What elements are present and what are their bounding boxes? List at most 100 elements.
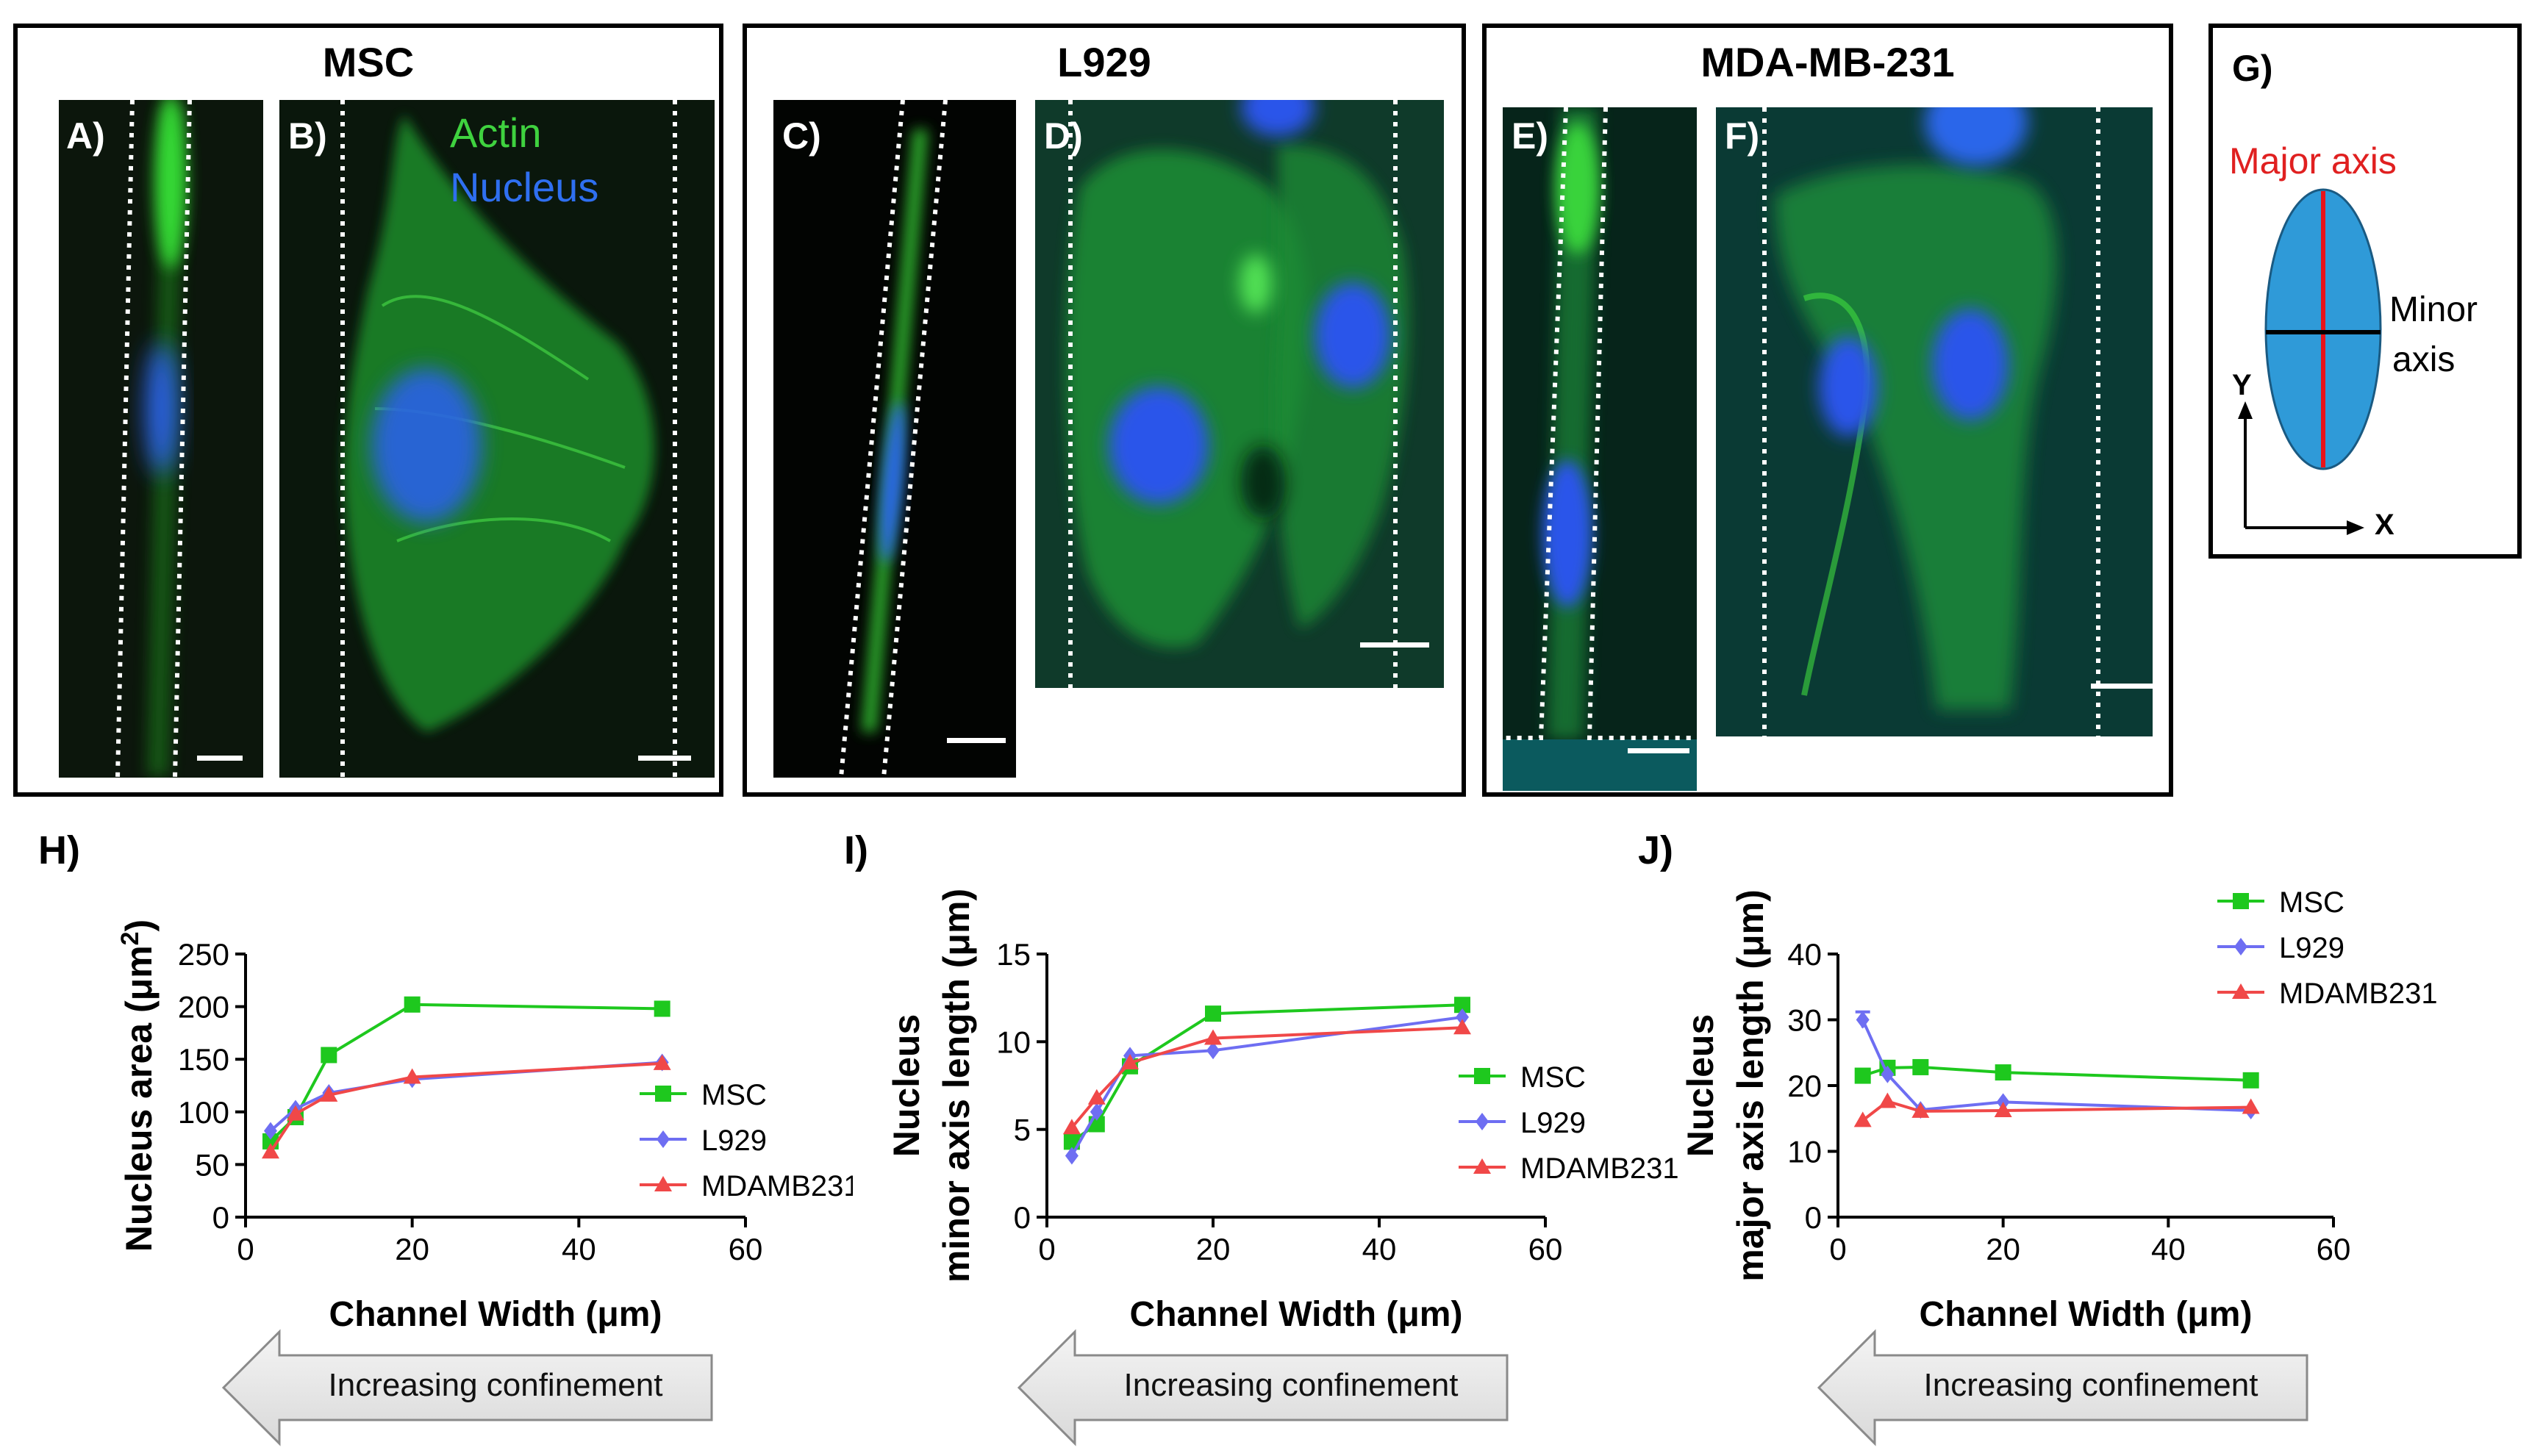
legend-item-l929: L929 bbox=[2217, 932, 2345, 964]
y-tick-label: 30 bbox=[1787, 1003, 1822, 1038]
data-point-mdamb231 bbox=[1911, 1102, 1930, 1118]
y-tick-label: 0 bbox=[1014, 1200, 1031, 1235]
panel-f-scale-bar bbox=[2091, 684, 2153, 689]
legend-swatch-marker bbox=[2232, 983, 2250, 999]
chart-major-axis: 0 20 40 60 0 10 20 30 40 Channel Width (μm) Nucleu… bbox=[1680, 886, 2438, 1334]
data-point-mdamb231 bbox=[320, 1086, 338, 1102]
l929-title: L929 bbox=[1057, 39, 1151, 85]
panel-j-label: J) bbox=[1638, 828, 1674, 872]
legend-swatch-marker bbox=[2233, 893, 2249, 909]
y-tick-label: 10 bbox=[996, 1025, 1031, 1059]
data-point-l929 bbox=[1881, 1065, 1895, 1083]
data-point-l929 bbox=[1206, 1041, 1220, 1060]
y-tick-label: 15 bbox=[996, 937, 1031, 972]
legend-item-mdamb231: MDAMB231 bbox=[2217, 978, 2438, 1010]
legend-swatch-marker bbox=[2234, 938, 2247, 955]
x-tick-label: 40 bbox=[2151, 1232, 2186, 1266]
minor-axis-label-1: Minor bbox=[2389, 290, 2478, 329]
confinement-arrow-i-shape bbox=[1017, 1329, 1509, 1446]
panel-a-label: A) bbox=[66, 115, 105, 157]
panel-f-cells bbox=[1762, 107, 2100, 736]
panel-i-label: I) bbox=[844, 828, 868, 872]
confinement-arrow-h: Increasing confinement bbox=[221, 1329, 715, 1446]
legend-swatch-marker bbox=[1474, 1068, 1490, 1084]
x-tick-label: 20 bbox=[1196, 1232, 1231, 1266]
panel-a-micrograph: A) bbox=[59, 100, 263, 778]
data-point-mdamb231 bbox=[653, 1054, 671, 1070]
series-msc bbox=[1854, 1058, 2259, 1089]
legend-label: L929 bbox=[1520, 1107, 1586, 1139]
confinement-arrow-i: Increasing confinement bbox=[1016, 1329, 1510, 1446]
legend-label: MDAMB231 bbox=[701, 1170, 853, 1202]
panel-f-label: F) bbox=[1725, 115, 1760, 157]
g-box: G) Major axis Minor axis Y X bbox=[2208, 24, 2522, 559]
data-point-msc bbox=[1854, 1067, 1871, 1084]
y-tick-label: 20 bbox=[1787, 1069, 1822, 1103]
legend-label: L929 bbox=[701, 1125, 767, 1157]
mda-box: MDA-MB-231 E) bbox=[1482, 24, 2173, 797]
y-tick-label: 50 bbox=[195, 1147, 229, 1182]
series-line-l929 bbox=[1070, 1015, 1463, 1157]
data-point-l929 bbox=[1090, 1102, 1104, 1121]
panel-f-micrograph: F) bbox=[1716, 107, 2153, 736]
x-axis-title: Channel Width (μm) bbox=[1130, 1295, 1463, 1334]
panel-g-label: G) bbox=[2232, 48, 2273, 89]
panel-d-cells bbox=[1065, 100, 1409, 688]
data-point-msc bbox=[321, 1047, 337, 1064]
legend-item-l929: L929 bbox=[1459, 1107, 1586, 1139]
y-tick-label: 10 bbox=[1787, 1135, 1822, 1169]
series-mdamb231 bbox=[1062, 1019, 1471, 1135]
data-point-mdamb231 bbox=[1087, 1089, 1106, 1105]
data-point-msc bbox=[1454, 997, 1470, 1014]
nucleus-axis-diagram bbox=[2238, 188, 2382, 535]
x-tick-label: 0 bbox=[1829, 1232, 1846, 1266]
panel-e-cell bbox=[1503, 107, 1697, 791]
legend-swatch-marker bbox=[654, 1176, 672, 1191]
y-tick-label: 150 bbox=[178, 1042, 229, 1077]
legend-actin: Actin bbox=[450, 110, 542, 156]
legend-item-msc: MSC bbox=[1459, 1061, 1586, 1094]
x-tick-label: 0 bbox=[237, 1232, 254, 1266]
legend-swatch-marker bbox=[1473, 1158, 1491, 1174]
x-axis-letter: X bbox=[2375, 509, 2394, 541]
y-tick-label: 0 bbox=[212, 1200, 229, 1235]
legend-item-mdamb231: MDAMB231 bbox=[640, 1170, 853, 1202]
legend-swatch-marker bbox=[657, 1130, 670, 1148]
major-axis-label: Major axis bbox=[2229, 140, 2397, 182]
y-arrow-head bbox=[2238, 401, 2253, 419]
y-tick-label: 5 bbox=[1014, 1113, 1031, 1147]
panel-b-micrograph: B) Actin Nucleus bbox=[279, 100, 715, 778]
data-point-msc bbox=[1995, 1064, 2011, 1081]
confinement-arrow-j: Increasing confinement bbox=[1816, 1329, 2310, 1446]
legend-label: MSC bbox=[1520, 1061, 1586, 1094]
legend-nucleus: Nucleus bbox=[450, 164, 599, 210]
x-tick-label: 40 bbox=[1362, 1232, 1397, 1266]
x-axis-title: Channel Width (μm) bbox=[329, 1295, 662, 1334]
panel-d-label: D) bbox=[1044, 115, 1083, 157]
data-point-mdamb231 bbox=[2242, 1098, 2260, 1114]
panel-b-scale-bar bbox=[638, 756, 691, 761]
confinement-arrow-j-label: Increasing confinement bbox=[1923, 1367, 2258, 1403]
data-point-msc bbox=[654, 1000, 670, 1017]
y-axis-title: Nucleus area (μm2) bbox=[116, 919, 160, 1252]
confinement-arrow-j-shape bbox=[1817, 1329, 2308, 1446]
series-l929 bbox=[1065, 1008, 1469, 1165]
legend-item-msc: MSC bbox=[2217, 886, 2345, 919]
minor-axis-label-2: axis bbox=[2392, 340, 2456, 379]
legend-label: MDAMB231 bbox=[2279, 978, 2438, 1010]
data-point-l929 bbox=[1065, 1147, 1079, 1165]
panel-e-micrograph: E) bbox=[1503, 107, 1697, 791]
panel-b-cell bbox=[340, 100, 677, 778]
confinement-arrow-i-label: Increasing confinement bbox=[1123, 1367, 1459, 1403]
y-axis-title-sup: 2 bbox=[116, 931, 144, 945]
data-point-mdamb231 bbox=[1062, 1119, 1081, 1135]
y-axis-title-line2: minor axis length (μm) bbox=[936, 889, 977, 1283]
y-axis-title-line1: Nucleus bbox=[886, 1014, 927, 1158]
x-tick-label: 60 bbox=[1528, 1232, 1563, 1266]
data-point-mdamb231 bbox=[262, 1143, 279, 1159]
data-point-msc bbox=[1912, 1058, 1929, 1075]
legend-label: L929 bbox=[2279, 932, 2345, 964]
legend-label: MDAMB231 bbox=[1520, 1152, 1679, 1185]
legend-label: MSC bbox=[701, 1079, 767, 1111]
x-tick-label: 60 bbox=[729, 1232, 763, 1266]
